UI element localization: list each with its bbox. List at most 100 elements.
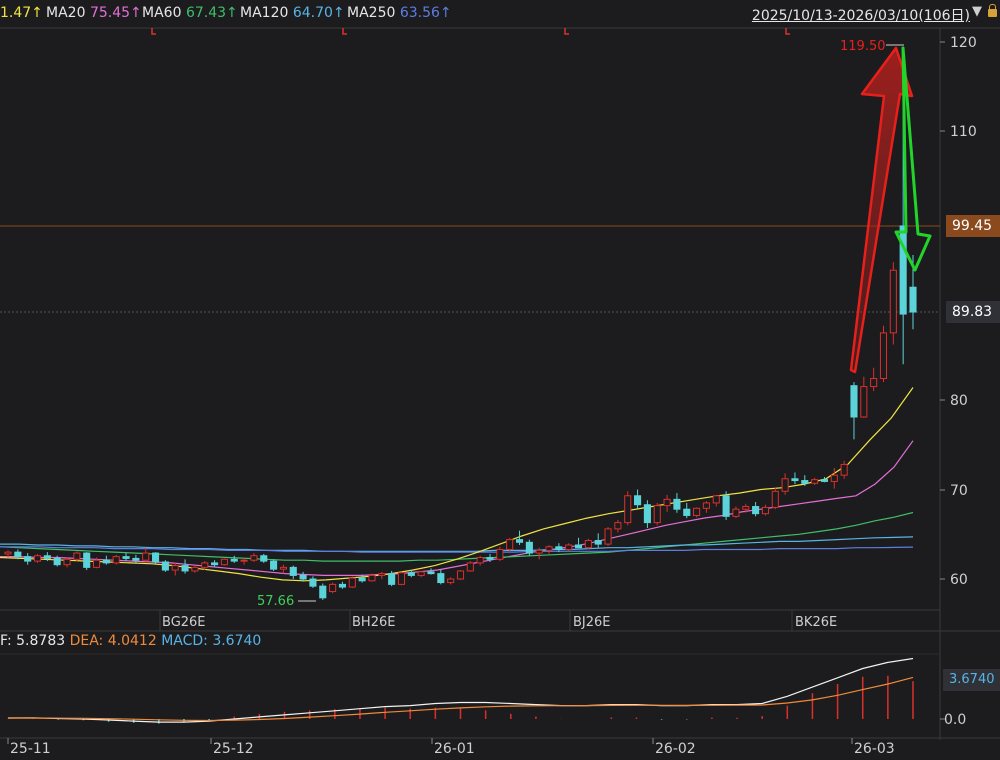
candle[interactable]: [870, 367, 878, 392]
candle[interactable]: [53, 555, 61, 567]
candle[interactable]: [319, 583, 327, 600]
candle[interactable]: [634, 489, 642, 510]
candle[interactable]: [752, 502, 760, 517]
candle[interactable]: [191, 565, 199, 573]
candle[interactable]: [388, 570, 396, 587]
candle[interactable]: [240, 557, 248, 565]
candle[interactable]: [73, 551, 81, 562]
candle[interactable]: [24, 553, 32, 565]
candle[interactable]: [279, 564, 287, 574]
candle[interactable]: [742, 503, 750, 513]
candle[interactable]: [142, 547, 150, 563]
candle[interactable]: [604, 527, 612, 546]
candle[interactable]: [771, 487, 779, 510]
candle[interactable]: [791, 472, 799, 485]
candle[interactable]: [781, 473, 789, 495]
candle[interactable]: [850, 382, 858, 440]
candle[interactable]: [329, 582, 337, 594]
candle[interactable]: [860, 376, 868, 418]
candle[interactable]: [830, 468, 838, 489]
candle[interactable]: [624, 491, 632, 526]
candle[interactable]: [417, 570, 425, 578]
candle[interactable]: [299, 571, 307, 582]
candle[interactable]: [4, 550, 12, 558]
candle[interactable]: [220, 558, 228, 566]
candle[interactable]: [614, 519, 622, 533]
candle[interactable]: [673, 493, 681, 513]
candle[interactable]: [132, 554, 140, 563]
candle[interactable]: [712, 494, 720, 507]
candle[interactable]: [152, 552, 160, 564]
candle[interactable]: [702, 501, 710, 513]
candle-body: [83, 552, 91, 568]
candle[interactable]: [250, 553, 258, 562]
candle[interactable]: [801, 475, 809, 486]
candle[interactable]: [378, 571, 386, 579]
candle[interactable]: [43, 552, 51, 562]
candle[interactable]: [820, 476, 829, 483]
candle[interactable]: [447, 577, 455, 585]
candle[interactable]: [811, 477, 819, 486]
candle[interactable]: [506, 537, 514, 553]
candle-body: [142, 552, 150, 561]
candle[interactable]: [211, 560, 219, 567]
candle[interactable]: [545, 544, 553, 554]
candle[interactable]: [456, 570, 465, 580]
candle[interactable]: [525, 539, 533, 556]
candle[interactable]: [161, 560, 169, 572]
candle[interactable]: [840, 460, 848, 479]
candle[interactable]: [889, 262, 897, 345]
candle[interactable]: [722, 491, 730, 520]
candle[interactable]: [230, 555, 238, 563]
candle[interactable]: [486, 553, 494, 562]
candle[interactable]: [496, 546, 504, 562]
candle[interactable]: [565, 543, 573, 552]
candle[interactable]: [309, 576, 317, 588]
candle[interactable]: [594, 533, 602, 548]
candle[interactable]: [693, 507, 701, 518]
candle[interactable]: [368, 573, 376, 582]
candle[interactable]: [201, 561, 209, 571]
candle[interactable]: [348, 576, 356, 588]
candle[interactable]: [181, 559, 189, 574]
candle[interactable]: [476, 555, 484, 566]
candle[interactable]: [83, 552, 91, 571]
candle[interactable]: [14, 549, 22, 560]
candle[interactable]: [683, 502, 691, 519]
candle-body: [712, 495, 720, 504]
caret-down-icon[interactable]: ▼: [972, 4, 982, 19]
dif-label: F:: [0, 633, 12, 649]
candle[interactable]: [437, 569, 445, 585]
candle[interactable]: [63, 557, 71, 568]
candle[interactable]: [92, 557, 101, 569]
candle[interactable]: [427, 568, 435, 575]
candle[interactable]: [555, 543, 563, 553]
candle[interactable]: [663, 494, 671, 512]
candle[interactable]: [584, 538, 592, 550]
candle[interactable]: [515, 530, 524, 545]
lock-icon[interactable]: [988, 4, 997, 17]
candle[interactable]: [466, 561, 474, 572]
candle[interactable]: [270, 559, 278, 571]
candle[interactable]: [171, 562, 179, 576]
candle[interactable]: [122, 553, 130, 562]
candle[interactable]: [574, 537, 583, 549]
candle[interactable]: [732, 506, 740, 519]
candle[interactable]: [33, 553, 42, 563]
candle[interactable]: [653, 502, 661, 526]
candle-body: [466, 562, 474, 572]
candle[interactable]: [643, 500, 651, 528]
candle[interactable]: [260, 553, 268, 563]
candle[interactable]: [338, 581, 347, 589]
candle[interactable]: [358, 574, 366, 583]
candle[interactable]: [112, 554, 120, 565]
candle[interactable]: [535, 547, 543, 560]
candle[interactable]: [289, 565, 297, 579]
candle[interactable]: [407, 570, 415, 578]
candle[interactable]: [397, 571, 406, 586]
candle[interactable]: [879, 325, 888, 383]
date-range-selector[interactable]: 2025/10/13-2026/03/10(106日): [751, 8, 970, 24]
candle[interactable]: [102, 555, 110, 565]
candle[interactable]: [761, 504, 769, 516]
